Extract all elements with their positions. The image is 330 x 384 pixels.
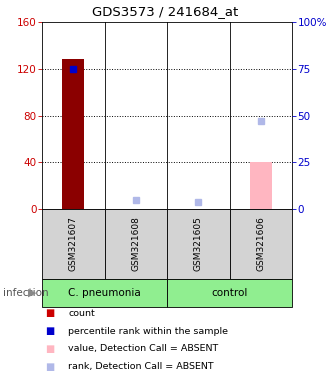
Text: value, Detection Call = ABSENT: value, Detection Call = ABSENT [68,344,219,354]
Bar [229,209,292,279]
Bar [250,162,272,209]
Text: GSM321606: GSM321606 [256,217,265,271]
Text: ▶: ▶ [28,288,37,298]
Text: ■: ■ [45,344,54,354]
Text: ■: ■ [45,362,54,372]
Bar [167,279,292,307]
Text: GSM321607: GSM321607 [69,217,78,271]
Text: rank, Detection Call = ABSENT: rank, Detection Call = ABSENT [68,362,214,371]
Text: GDS3573 / 241684_at: GDS3573 / 241684_at [92,5,238,18]
Text: GSM321605: GSM321605 [194,217,203,271]
Bar [42,209,105,279]
Bar [62,60,84,209]
Text: ■: ■ [45,308,54,318]
Text: count: count [68,308,95,318]
Text: percentile rank within the sample: percentile rank within the sample [68,326,228,336]
Text: ■: ■ [45,326,54,336]
Text: GSM321608: GSM321608 [131,217,140,271]
Bar [105,209,167,279]
Text: C. pneumonia: C. pneumonia [68,288,141,298]
Text: control: control [211,288,248,298]
Bar [42,279,167,307]
Text: infection: infection [3,288,49,298]
Bar [167,209,229,279]
